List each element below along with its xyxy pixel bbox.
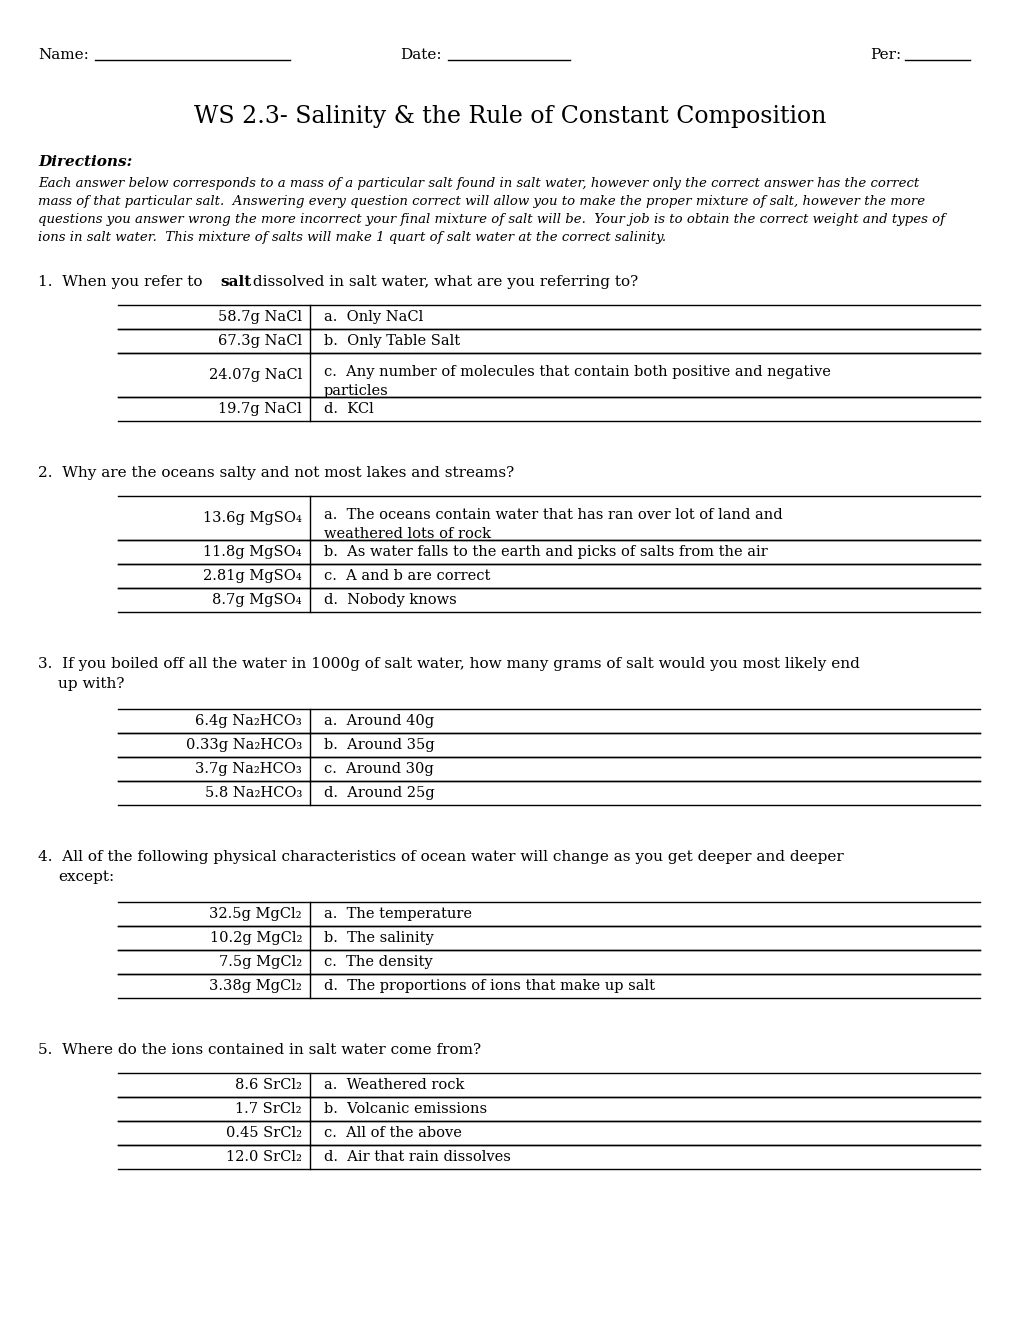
Text: 5.8 Na₂HCO₃: 5.8 Na₂HCO₃: [205, 785, 302, 800]
Text: d.  The proportions of ions that make up salt: d. The proportions of ions that make up …: [324, 979, 654, 993]
Text: 1.7 SrCl₂: 1.7 SrCl₂: [235, 1102, 302, 1115]
Text: a.  Weathered rock: a. Weathered rock: [324, 1078, 464, 1092]
Text: 8.7g MgSO₄: 8.7g MgSO₄: [212, 593, 302, 607]
Text: ions in salt water.  This mixture of salts will make 1 quart of salt water at th: ions in salt water. This mixture of salt…: [38, 231, 665, 244]
Text: 2.  Why are the oceans salty and not most lakes and streams?: 2. Why are the oceans salty and not most…: [38, 466, 514, 480]
Text: 12.0 SrCl₂: 12.0 SrCl₂: [226, 1150, 302, 1164]
Text: a.  The temperature: a. The temperature: [324, 907, 472, 921]
Text: 4.  All of the following physical characteristics of ocean water will change as : 4. All of the following physical charact…: [38, 850, 843, 865]
Text: b.  The salinity: b. The salinity: [324, 931, 433, 945]
Text: 8.6 SrCl₂: 8.6 SrCl₂: [235, 1078, 302, 1092]
Text: 1.  When you refer to: 1. When you refer to: [38, 275, 207, 289]
Text: 58.7g NaCl: 58.7g NaCl: [218, 310, 302, 323]
Text: up with?: up with?: [58, 677, 124, 690]
Text: 24.07g NaCl: 24.07g NaCl: [209, 368, 302, 381]
Text: WS 2.3- Salinity & the Rule of Constant Composition: WS 2.3- Salinity & the Rule of Constant …: [194, 106, 825, 128]
Text: 3.7g Na₂HCO₃: 3.7g Na₂HCO₃: [195, 762, 302, 776]
Text: 3.38g MgCl₂: 3.38g MgCl₂: [209, 979, 302, 993]
Text: 6.4g Na₂HCO₃: 6.4g Na₂HCO₃: [195, 714, 302, 729]
Text: 0.45 SrCl₂: 0.45 SrCl₂: [226, 1126, 302, 1140]
Text: c.  Any number of molecules that contain both positive and negative: c. Any number of molecules that contain …: [324, 366, 830, 379]
Text: a.  Around 40g: a. Around 40g: [324, 714, 434, 729]
Text: a.  The oceans contain water that has ran over lot of land and: a. The oceans contain water that has ran…: [324, 508, 782, 521]
Text: 13.6g MgSO₄: 13.6g MgSO₄: [203, 511, 302, 525]
Text: Directions:: Directions:: [38, 154, 132, 169]
Text: 67.3g NaCl: 67.3g NaCl: [218, 334, 302, 348]
Text: except:: except:: [58, 870, 114, 884]
Text: b.  As water falls to the earth and picks of salts from the air: b. As water falls to the earth and picks…: [324, 545, 767, 558]
Text: 0.33g Na₂HCO₃: 0.33g Na₂HCO₃: [185, 738, 302, 752]
Text: Per:: Per:: [869, 48, 901, 62]
Text: d.  KCl: d. KCl: [324, 403, 373, 416]
Text: c.  All of the above: c. All of the above: [324, 1126, 462, 1140]
Text: 7.5g MgCl₂: 7.5g MgCl₂: [219, 954, 302, 969]
Text: d.  Nobody knows: d. Nobody knows: [324, 593, 457, 607]
Text: 2.81g MgSO₄: 2.81g MgSO₄: [203, 569, 302, 583]
Text: 3.  If you boiled off all the water in 1000g of salt water, how many grams of sa: 3. If you boiled off all the water in 10…: [38, 657, 859, 671]
Text: 11.8g MgSO₄: 11.8g MgSO₄: [203, 545, 302, 558]
Text: c.  A and b are correct: c. A and b are correct: [324, 569, 490, 583]
Text: 32.5g MgCl₂: 32.5g MgCl₂: [209, 907, 302, 921]
Text: Date:: Date:: [399, 48, 441, 62]
Text: 5.  Where do the ions contained in salt water come from?: 5. Where do the ions contained in salt w…: [38, 1043, 481, 1057]
Text: Each answer below corresponds to a mass of a particular salt found in salt water: Each answer below corresponds to a mass …: [38, 177, 918, 190]
Text: c.  The density: c. The density: [324, 954, 432, 969]
Text: d.  Air that rain dissolves: d. Air that rain dissolves: [324, 1150, 511, 1164]
Text: Name:: Name:: [38, 48, 89, 62]
Text: b.  Around 35g: b. Around 35g: [324, 738, 434, 752]
Text: questions you answer wrong the more incorrect your final mixture of salt will be: questions you answer wrong the more inco…: [38, 213, 944, 226]
Text: b.  Volcanic emissions: b. Volcanic emissions: [324, 1102, 487, 1115]
Text: salt: salt: [220, 275, 251, 289]
Text: particles: particles: [324, 384, 388, 399]
Text: mass of that particular salt.  Answering every question correct will allow you t: mass of that particular salt. Answering …: [38, 195, 924, 209]
Text: a.  Only NaCl: a. Only NaCl: [324, 310, 423, 323]
Text: dissolved in salt water, what are you referring to?: dissolved in salt water, what are you re…: [248, 275, 638, 289]
Text: 19.7g NaCl: 19.7g NaCl: [218, 403, 302, 416]
Text: c.  Around 30g: c. Around 30g: [324, 762, 433, 776]
Text: 10.2g MgCl₂: 10.2g MgCl₂: [210, 931, 302, 945]
Text: d.  Around 25g: d. Around 25g: [324, 785, 434, 800]
Text: weathered lots of rock: weathered lots of rock: [324, 527, 490, 541]
Text: b.  Only Table Salt: b. Only Table Salt: [324, 334, 460, 348]
